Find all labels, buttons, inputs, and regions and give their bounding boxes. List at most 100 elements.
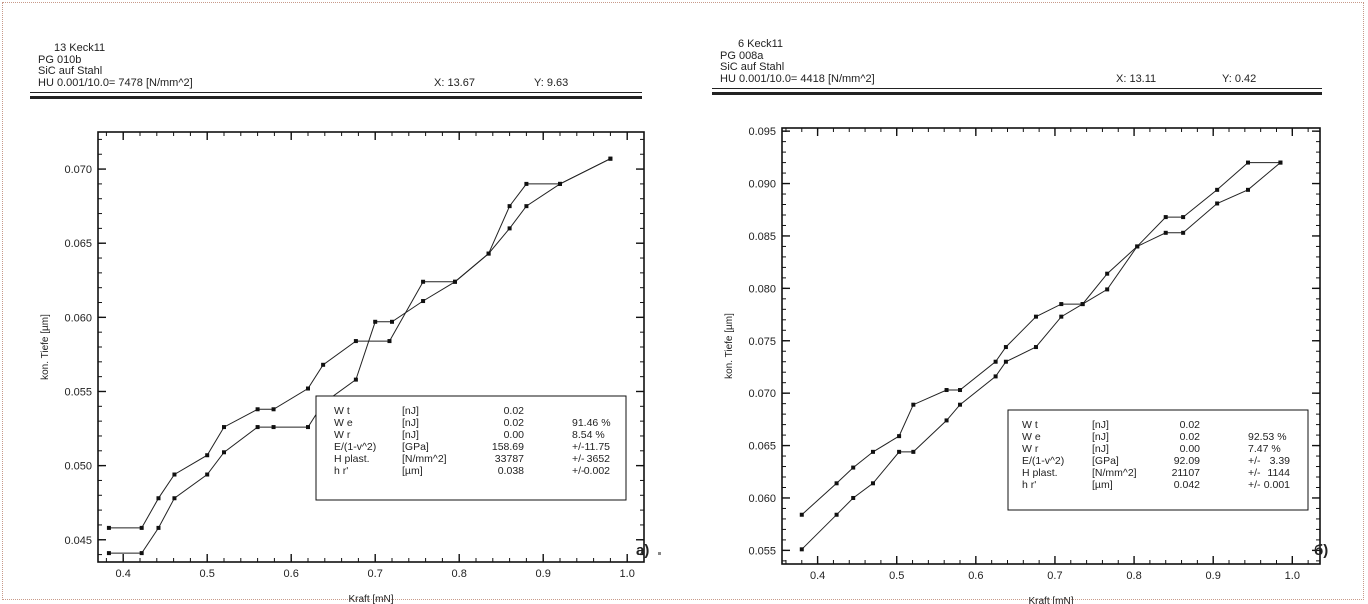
data-point bbox=[255, 425, 260, 430]
stats-cell: W t bbox=[1022, 419, 1038, 431]
stats-cell: 0.001 bbox=[1264, 479, 1290, 491]
data-point bbox=[799, 512, 804, 517]
x-tick-label: 0.6 bbox=[968, 570, 983, 582]
data-point bbox=[958, 388, 963, 393]
stats-cell: [nJ] bbox=[402, 405, 419, 417]
data-point bbox=[387, 339, 392, 344]
data-point bbox=[834, 512, 839, 517]
data-point bbox=[222, 450, 226, 455]
data-point bbox=[993, 359, 998, 364]
stats-cell: [N/mm^2] bbox=[402, 453, 447, 465]
stats-cell: [nJ] bbox=[1092, 443, 1109, 455]
data-point bbox=[1135, 244, 1140, 249]
data-point bbox=[524, 181, 529, 186]
stats-cell: 92.09 bbox=[1174, 455, 1200, 467]
data-point bbox=[1246, 160, 1251, 165]
header-measurement-id: 6 Keck11 bbox=[738, 38, 784, 50]
stats-cell: 0.002 bbox=[584, 465, 610, 477]
data-point bbox=[851, 465, 856, 470]
data-point bbox=[1059, 314, 1064, 319]
y-tick-label: 0.055 bbox=[64, 386, 92, 398]
y-tick-label: 0.065 bbox=[748, 441, 776, 453]
data-point bbox=[524, 204, 529, 209]
header-x-readout: X: 13.11 bbox=[1116, 73, 1157, 85]
y-tick-label: 0.085 bbox=[748, 231, 776, 243]
x-tick-label: 0.5 bbox=[889, 570, 904, 582]
chart-panel-a: 13 Keck11 PG 010b SiC auf Stahl HU 0.001… bbox=[30, 20, 670, 604]
data-point bbox=[106, 551, 111, 556]
stats-cell: +/- bbox=[572, 465, 585, 477]
data-point bbox=[1163, 215, 1168, 220]
data-point bbox=[373, 319, 378, 324]
stats-cell: +/- bbox=[1248, 479, 1261, 491]
stats-cell: 0.02 bbox=[1180, 431, 1201, 443]
data-point bbox=[139, 551, 144, 556]
x-tick-label: 0.8 bbox=[452, 568, 467, 580]
data-point bbox=[507, 204, 512, 209]
stats-cell: 33787 bbox=[495, 453, 524, 465]
x-tick-label: 0.9 bbox=[536, 568, 551, 580]
data-point bbox=[421, 279, 426, 284]
x-tick-label: 0.4 bbox=[116, 568, 131, 580]
stats-cell: H plast. bbox=[1022, 467, 1058, 479]
data-point bbox=[944, 388, 949, 393]
stats-cell: [µm] bbox=[402, 465, 423, 477]
data-point bbox=[172, 496, 177, 501]
data-point bbox=[1215, 187, 1220, 192]
data-point bbox=[486, 251, 491, 256]
data-point bbox=[139, 525, 144, 530]
stats-cell: 7.47 % bbox=[1248, 443, 1281, 455]
header-rule-thin bbox=[712, 88, 1322, 89]
data-point bbox=[1059, 302, 1064, 307]
stats-cell: 0.02 bbox=[504, 405, 525, 417]
stats-cell: h r' bbox=[1022, 479, 1036, 491]
y-tick-label: 0.060 bbox=[748, 493, 776, 505]
header-hardness: HU 0.001/10.0= 7478 [N/mm^2] bbox=[38, 77, 193, 89]
stats-cell: E/(1-v^2) bbox=[1022, 455, 1064, 467]
data-point bbox=[1003, 345, 1008, 350]
stats-cell: 0.00 bbox=[1180, 443, 1201, 455]
data-point bbox=[271, 407, 276, 412]
y-tick-label: 0.075 bbox=[748, 336, 776, 348]
data-point bbox=[911, 449, 916, 454]
data-point bbox=[156, 496, 161, 501]
data-point bbox=[834, 481, 839, 486]
data-point bbox=[255, 407, 260, 412]
stats-cell: E/(1-v^2) bbox=[334, 441, 376, 453]
data-point bbox=[222, 425, 226, 430]
stats-cell: H plast. bbox=[334, 453, 370, 465]
header-y-readout: Y: 0.42 bbox=[1222, 73, 1257, 85]
data-point bbox=[1215, 201, 1220, 206]
data-point bbox=[205, 453, 210, 458]
data-point bbox=[1278, 160, 1283, 165]
data-point bbox=[306, 386, 310, 391]
chart-b-svg: 0.4 0.5 0.6 0.7 0.8 0.9 1.0 0.055 0.060 0.065 0.07… bbox=[724, 126, 1321, 604]
data-point bbox=[870, 481, 875, 486]
stats-cell: 91.46 % bbox=[572, 417, 611, 429]
plot-frame bbox=[781, 127, 1321, 565]
x-tick-label: 0.8 bbox=[1126, 570, 1141, 582]
stats-table: W t [nJ] 0.02 W e [nJ] 0.02 91.46 % W r [nJ] 0.00… bbox=[315, 395, 627, 501]
y-tick-label: 0.080 bbox=[748, 283, 776, 295]
stats-cell: 92.53 % bbox=[1248, 431, 1287, 443]
stats-cell: +/- bbox=[572, 453, 585, 465]
y-axis-title: kon. Tiefe [µm] bbox=[724, 313, 735, 379]
y-tick-label: 0.090 bbox=[748, 179, 776, 191]
header-hardness: HU 0.001/10.0= 4418 [N/mm^2] bbox=[720, 73, 875, 85]
stats-cell: 21107 bbox=[1172, 467, 1201, 479]
stats-table: W t [nJ] 0.02 W e [nJ] 0.02 92.53 % W r [nJ] 0.00… bbox=[1007, 409, 1309, 511]
data-point bbox=[172, 472, 177, 477]
data-point bbox=[993, 374, 998, 379]
header-rule-thin bbox=[30, 92, 642, 93]
data-point bbox=[1080, 302, 1085, 307]
header-measurement-id: 13 Keck11 bbox=[54, 42, 106, 54]
panel-label-a: a) bbox=[636, 542, 650, 559]
header-y-readout: Y: 9.63 bbox=[534, 77, 569, 89]
chart-panel-b: 6 Keck11 PG 008a SiC auf Stahl HU 0.001/… bbox=[712, 20, 1344, 604]
y-tick-label: 0.050 bbox=[64, 461, 92, 473]
series-line-2 bbox=[108, 158, 611, 554]
stats-cell: 8.54 % bbox=[572, 429, 605, 441]
stats-cell: +/- bbox=[1248, 467, 1261, 479]
series-line-1 bbox=[801, 162, 1281, 516]
data-point bbox=[453, 279, 457, 284]
